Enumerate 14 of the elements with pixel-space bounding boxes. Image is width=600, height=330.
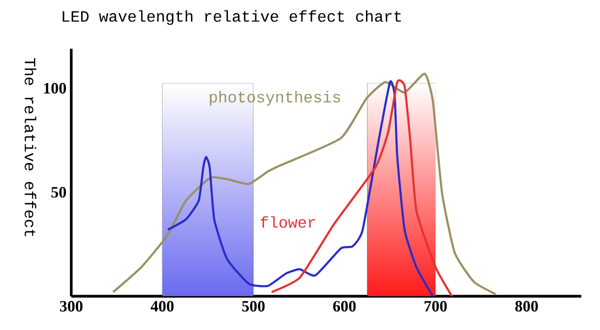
y-tick-label: 50 bbox=[51, 186, 66, 198]
x-tick-label: 300 bbox=[60, 300, 83, 312]
x-tick-label: 700 bbox=[424, 300, 447, 312]
series-label: photosynthesis bbox=[210, 90, 340, 106]
x-tick-label: 400 bbox=[150, 300, 174, 312]
series-label: flower bbox=[260, 216, 316, 228]
y-axis-title: The relative effect bbox=[24, 58, 36, 236]
line-series bbox=[112, 72, 497, 296]
chart-title: LED wavelength relative effect chart bbox=[62, 10, 401, 25]
x-tick-label: 800 bbox=[515, 300, 538, 312]
y-tick-label: 100 bbox=[44, 82, 66, 94]
x-tick-label: 500 bbox=[242, 300, 265, 312]
x-tick-label: 600 bbox=[333, 300, 356, 312]
line-series bbox=[166, 80, 434, 298]
